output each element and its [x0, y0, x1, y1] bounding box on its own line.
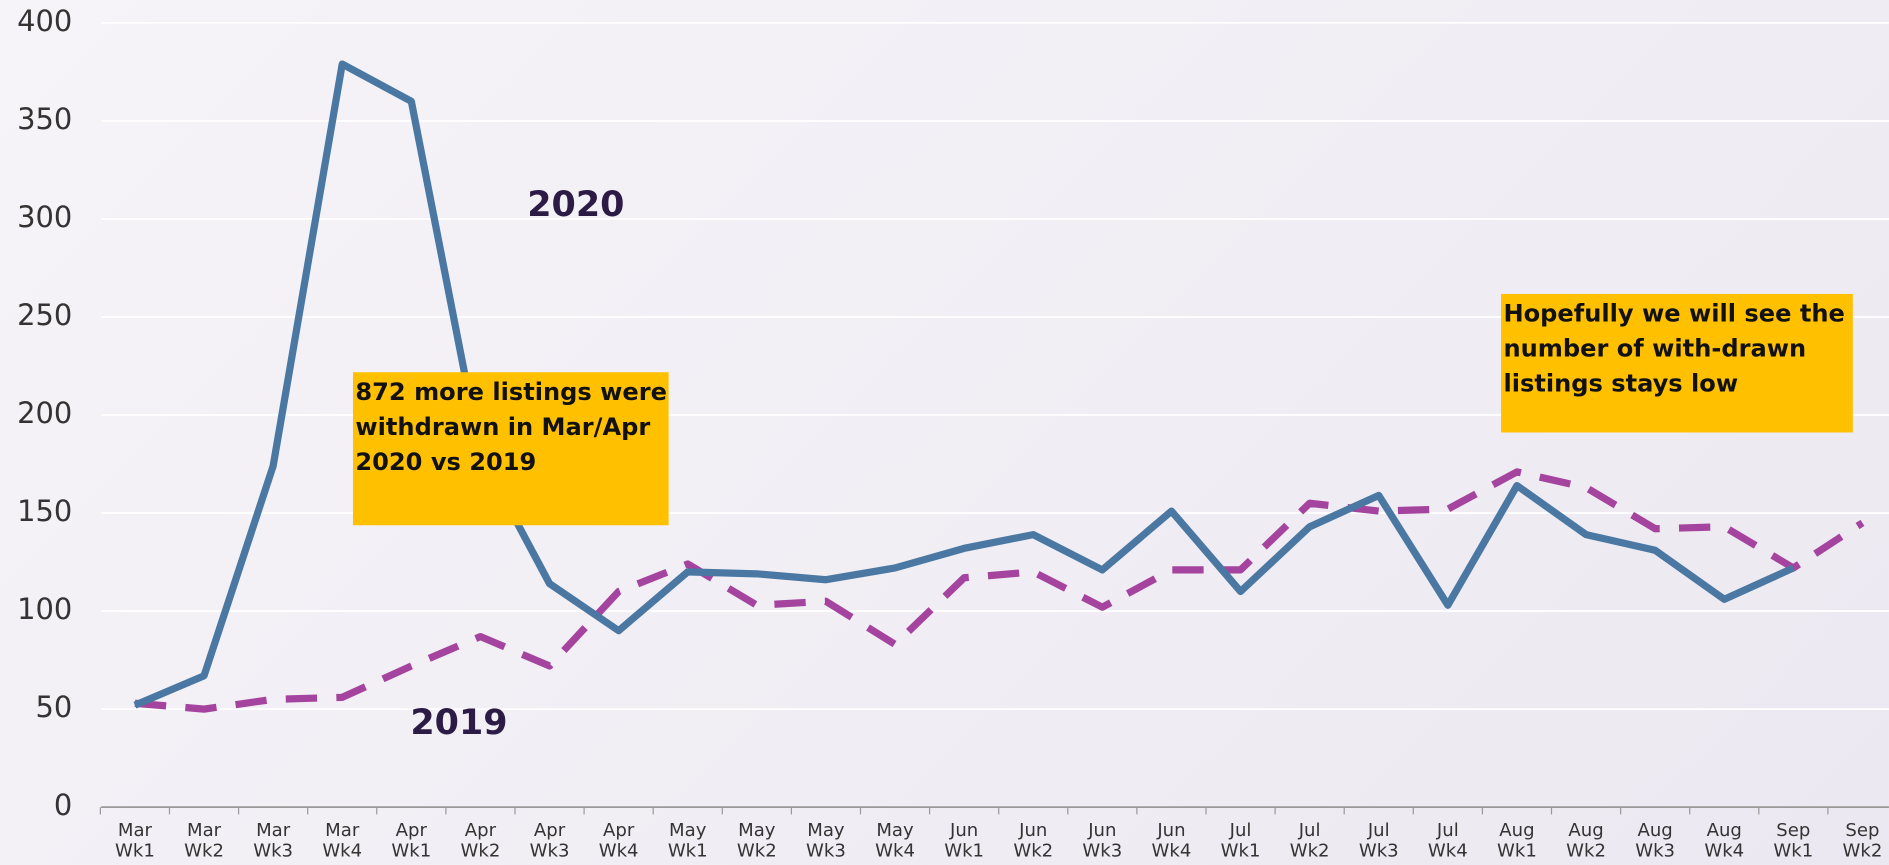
x-tick-label: Jun Wk2: [1013, 819, 1054, 862]
series-label: 2020: [527, 185, 624, 225]
x-tick-label: Apr Wk4: [598, 819, 639, 862]
y-tick-label: 400: [17, 4, 72, 38]
annotation: 872 more listings were withdrawn in Mar/…: [352, 372, 669, 526]
x-tick-label: Sep Wk2: [1842, 819, 1883, 862]
series-label: 2019: [410, 703, 507, 743]
x-tick-label: Jun Wk1: [944, 819, 985, 862]
y-tick-label: 150: [17, 494, 72, 528]
x-tick-label: Mar Wk3: [253, 819, 294, 862]
x-tick-label: Apr Wk2: [460, 819, 501, 862]
x-tick-label: May Wk2: [736, 819, 777, 862]
x-tick-label: May Wk1: [667, 819, 708, 862]
y-tick-label: 350: [17, 102, 72, 136]
y-tick-label: 100: [17, 592, 72, 626]
series-line: [133, 60, 1795, 709]
x-tick-label: Aug Wk3: [1635, 819, 1676, 862]
x-tick-label: May Wk4: [875, 819, 915, 862]
x-tick-label: Apr Wk3: [529, 819, 570, 862]
x-tick-label: Jul Wk3: [1358, 819, 1399, 862]
x-tick-label: Mar Wk2: [184, 819, 224, 862]
x-tick-label: Jun Wk4: [1151, 819, 1192, 862]
y-tick-label: 50: [35, 690, 72, 724]
y-tick-label: 200: [17, 396, 72, 430]
y-tick-label: 250: [17, 298, 72, 332]
x-tick-label: Jul Wk1: [1220, 819, 1261, 862]
x-tick-label: Aug Wk2: [1566, 819, 1606, 862]
x-tick-label: Aug Wk4: [1704, 819, 1745, 862]
y-tick-label: 300: [17, 200, 72, 234]
x-tick-label: Jul Wk4: [1427, 819, 1468, 862]
y-tick-label: 0: [54, 788, 72, 822]
x-tick-label: Aug Wk1: [1497, 819, 1537, 862]
x-tick-label: Sep Wk1: [1773, 819, 1814, 862]
x-tick-label: Jul Wk2: [1289, 819, 1330, 862]
series-line: [134, 468, 1865, 713]
x-tick-label: Mar Wk4: [322, 819, 363, 862]
annotation: Hopefully we will see the number of with…: [1501, 293, 1853, 433]
x-tick-label: May Wk3: [806, 819, 846, 862]
x-tick-label: Apr Wk1: [391, 819, 432, 862]
x-tick-label: Mar Wk1: [115, 819, 155, 862]
x-tick-label: Jun Wk3: [1082, 819, 1123, 862]
